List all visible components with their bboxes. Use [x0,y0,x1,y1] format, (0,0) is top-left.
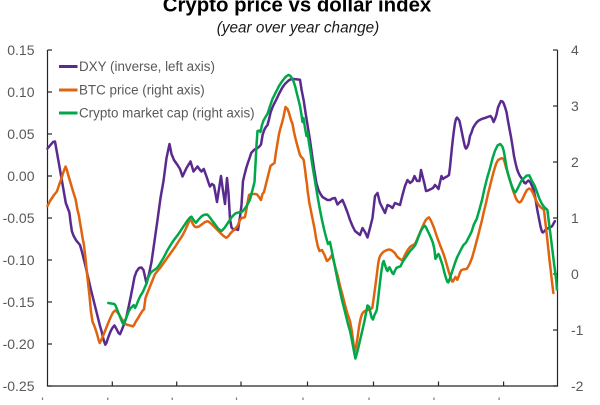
svg-text:-0.15: -0.15 [3,294,35,310]
svg-text:-0.25: -0.25 [3,378,35,394]
svg-text:-2: -2 [571,378,584,394]
svg-text:-0.05: -0.05 [3,210,35,226]
svg-text:0.10: 0.10 [7,84,34,100]
svg-text:BTC price (right axis): BTC price (right axis) [79,83,205,98]
svg-text:0.00: 0.00 [7,168,34,184]
svg-text:Crypto price vs dollar index: Crypto price vs dollar index [163,0,432,17]
svg-text:0.05: 0.05 [7,126,34,142]
svg-text:(year over year change): (year over year change) [217,20,379,37]
svg-text:-0.10: -0.10 [3,252,35,268]
svg-text:4: 4 [571,42,579,58]
svg-text:0.15: 0.15 [7,42,34,58]
svg-text:DXY (inverse, left axis): DXY (inverse, left axis) [79,59,215,74]
svg-text:0: 0 [571,266,579,282]
svg-text:3: 3 [571,98,579,114]
svg-text:-0.20: -0.20 [3,336,35,352]
svg-text:2: 2 [571,154,579,170]
svg-text:Crypto market cap (right axis): Crypto market cap (right axis) [79,106,255,121]
svg-text:1: 1 [571,210,579,226]
svg-text:-1: -1 [571,322,584,338]
